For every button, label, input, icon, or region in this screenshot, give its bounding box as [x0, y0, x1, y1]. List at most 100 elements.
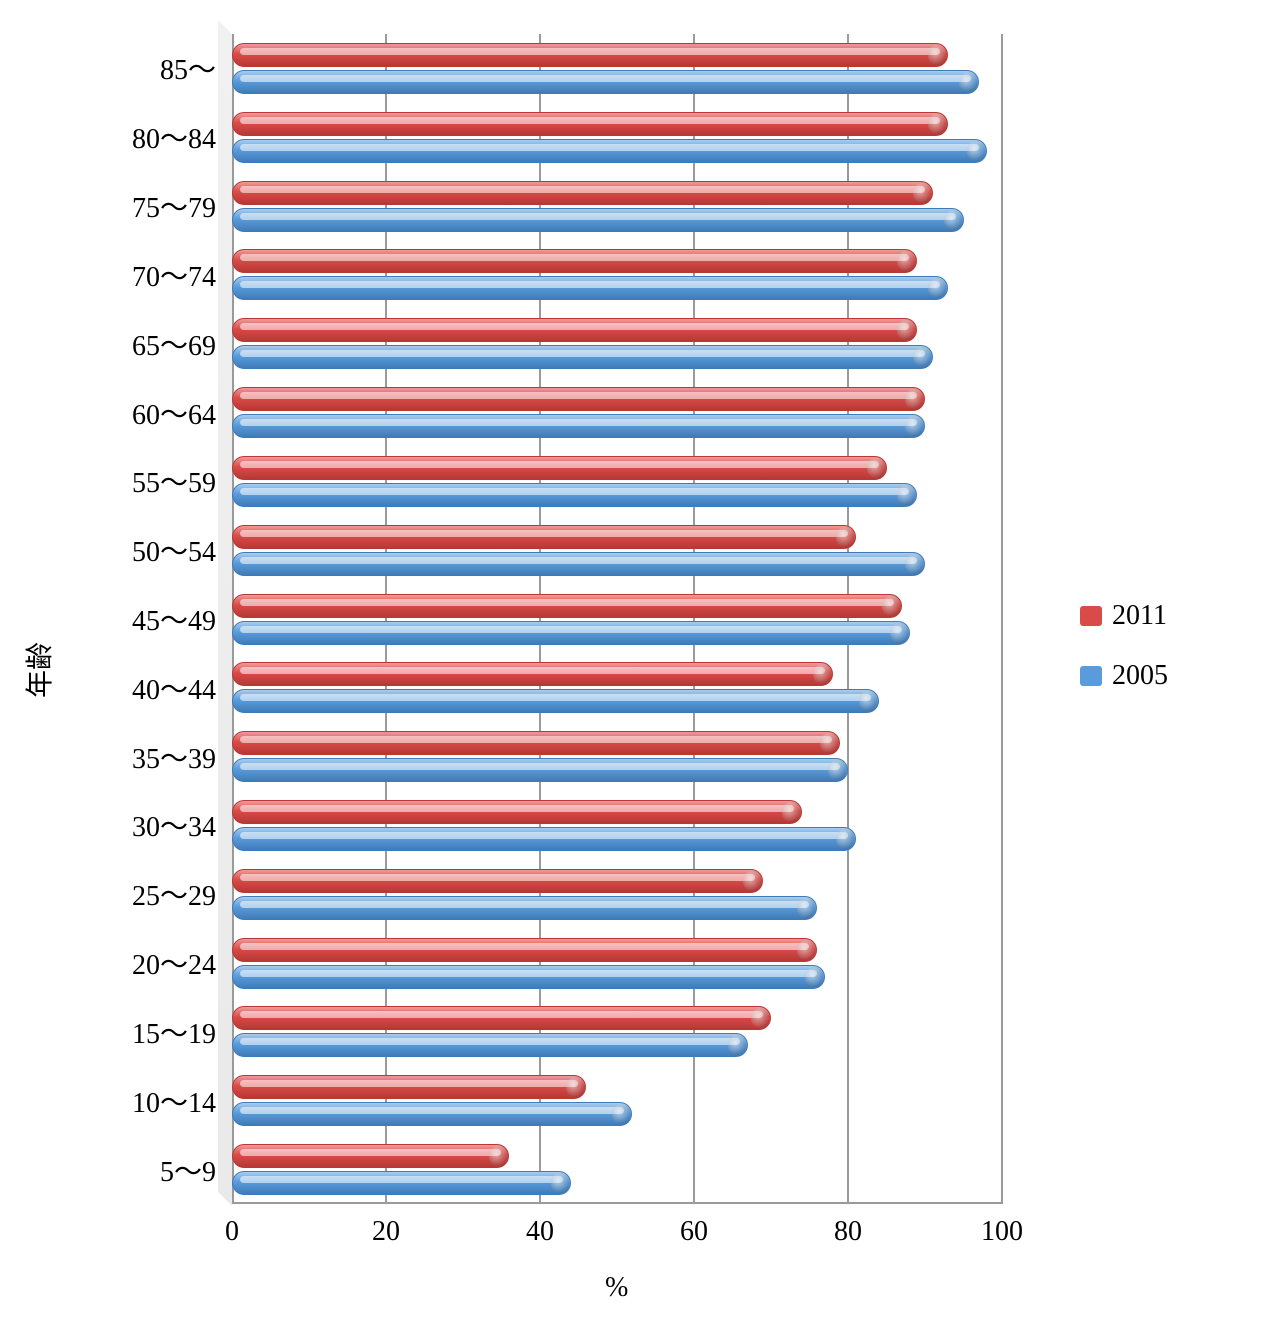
- y-category-label: 70～74: [132, 255, 216, 295]
- y-category-label: 40～44: [132, 668, 216, 708]
- bar-end-cap: [782, 802, 800, 822]
- bar-end-cap: [836, 829, 854, 849]
- bar-end-cap: [805, 967, 823, 987]
- chart-container: 年齢 0204060801005～910～1415～1920～2425～2930…: [0, 0, 1263, 1340]
- bar-2011: [232, 869, 763, 893]
- y-category-label: 15～19: [132, 1012, 216, 1052]
- bar-2011: [232, 1144, 509, 1168]
- bar-2005: [232, 1033, 748, 1057]
- legend-label: 2011: [1112, 600, 1167, 632]
- bar-2011: [232, 181, 933, 205]
- bar-2005: [232, 621, 910, 645]
- bar-2005: [232, 689, 879, 713]
- y-category-label: 10～14: [132, 1081, 216, 1121]
- y-axis-title: 年齢: [18, 642, 58, 698]
- x-tick-label: 0: [225, 1216, 239, 1248]
- y-category-label: 65～69: [132, 324, 216, 364]
- bar-end-cap: [489, 1146, 507, 1166]
- legend-swatch: [1080, 666, 1102, 686]
- bar-2011: [232, 800, 802, 824]
- bar-end-cap: [797, 898, 815, 918]
- y-category-label: 35～39: [132, 737, 216, 777]
- bar-2011: [232, 1006, 771, 1030]
- x-tick-label: 20: [372, 1216, 400, 1248]
- y-category-label: 80～84: [132, 117, 216, 157]
- bar-end-cap: [813, 664, 831, 684]
- bar-2011: [232, 387, 925, 411]
- bar-2011: [232, 112, 948, 136]
- bar-end-cap: [928, 278, 946, 298]
- bar-end-cap: [828, 760, 846, 780]
- y-category-label: 30～34: [132, 805, 216, 845]
- x-tick-label: 80: [834, 1216, 862, 1248]
- bar-end-cap: [905, 389, 923, 409]
- x-tick-label: 100: [981, 1216, 1023, 1248]
- y-category-label: 75～79: [132, 186, 216, 226]
- bar-end-cap: [820, 733, 838, 753]
- bar-2005: [232, 414, 925, 438]
- bar-end-cap: [967, 141, 985, 161]
- legend-item: 2005: [1080, 660, 1168, 692]
- bar-end-cap: [897, 320, 915, 340]
- x-tick-label: 60: [680, 1216, 708, 1248]
- bar-2011: [232, 594, 902, 618]
- bar-2005: [232, 483, 917, 507]
- bar-2005: [232, 139, 987, 163]
- legend-swatch: [1080, 606, 1102, 626]
- bar-end-cap: [566, 1077, 584, 1097]
- bar-end-cap: [928, 45, 946, 65]
- bar-end-cap: [751, 1008, 769, 1028]
- y-category-label: 20～24: [132, 943, 216, 983]
- y-category-label: 45～49: [132, 599, 216, 639]
- plot-area: 0204060801005～910～1415～1920～2425～2930～34…: [232, 34, 1002, 1204]
- bar-2011: [232, 938, 817, 962]
- bar-2011: [232, 318, 917, 342]
- y-category-label: 50～54: [132, 530, 216, 570]
- bar-2005: [232, 208, 964, 232]
- bar-end-cap: [959, 72, 977, 92]
- bar-2011: [232, 43, 948, 67]
- x-axis-title: %: [605, 1272, 628, 1304]
- bar-2011: [232, 249, 917, 273]
- bar-end-cap: [867, 458, 885, 478]
- bar-end-cap: [612, 1104, 630, 1124]
- legend-item: 2011: [1080, 600, 1168, 632]
- bar-2011: [232, 525, 856, 549]
- bar-end-cap: [913, 183, 931, 203]
- bar-2005: [232, 1171, 571, 1195]
- legend-label: 2005: [1112, 660, 1168, 692]
- gridline: [1001, 34, 1003, 1204]
- bar-2005: [232, 70, 979, 94]
- y-category-label: 5～9: [160, 1150, 216, 1190]
- bar-end-cap: [905, 416, 923, 436]
- legend: 2011 2005: [1080, 600, 1168, 692]
- bar-end-cap: [797, 940, 815, 960]
- bar-end-cap: [913, 347, 931, 367]
- bar-2011: [232, 662, 833, 686]
- bar-2005: [232, 1102, 632, 1126]
- x-tick-label: 40: [526, 1216, 554, 1248]
- bar-end-cap: [944, 210, 962, 230]
- bar-2011: [232, 456, 887, 480]
- bar-2005: [232, 758, 848, 782]
- bar-2005: [232, 965, 825, 989]
- bar-2005: [232, 276, 948, 300]
- bar-end-cap: [897, 485, 915, 505]
- y-category-label: 55～59: [132, 461, 216, 501]
- bar-end-cap: [551, 1173, 569, 1193]
- bar-end-cap: [836, 527, 854, 547]
- bar-2005: [232, 827, 856, 851]
- bar-end-cap: [859, 691, 877, 711]
- plot-floor: [218, 20, 232, 1206]
- bar-end-cap: [928, 114, 946, 134]
- bar-2005: [232, 896, 817, 920]
- bar-2011: [232, 731, 840, 755]
- bar-end-cap: [890, 623, 908, 643]
- bar-end-cap: [905, 554, 923, 574]
- bar-2005: [232, 345, 933, 369]
- bar-2005: [232, 552, 925, 576]
- bar-end-cap: [728, 1035, 746, 1055]
- y-category-label: 60～64: [132, 393, 216, 433]
- bar-end-cap: [743, 871, 761, 891]
- y-category-label: 25～29: [132, 874, 216, 914]
